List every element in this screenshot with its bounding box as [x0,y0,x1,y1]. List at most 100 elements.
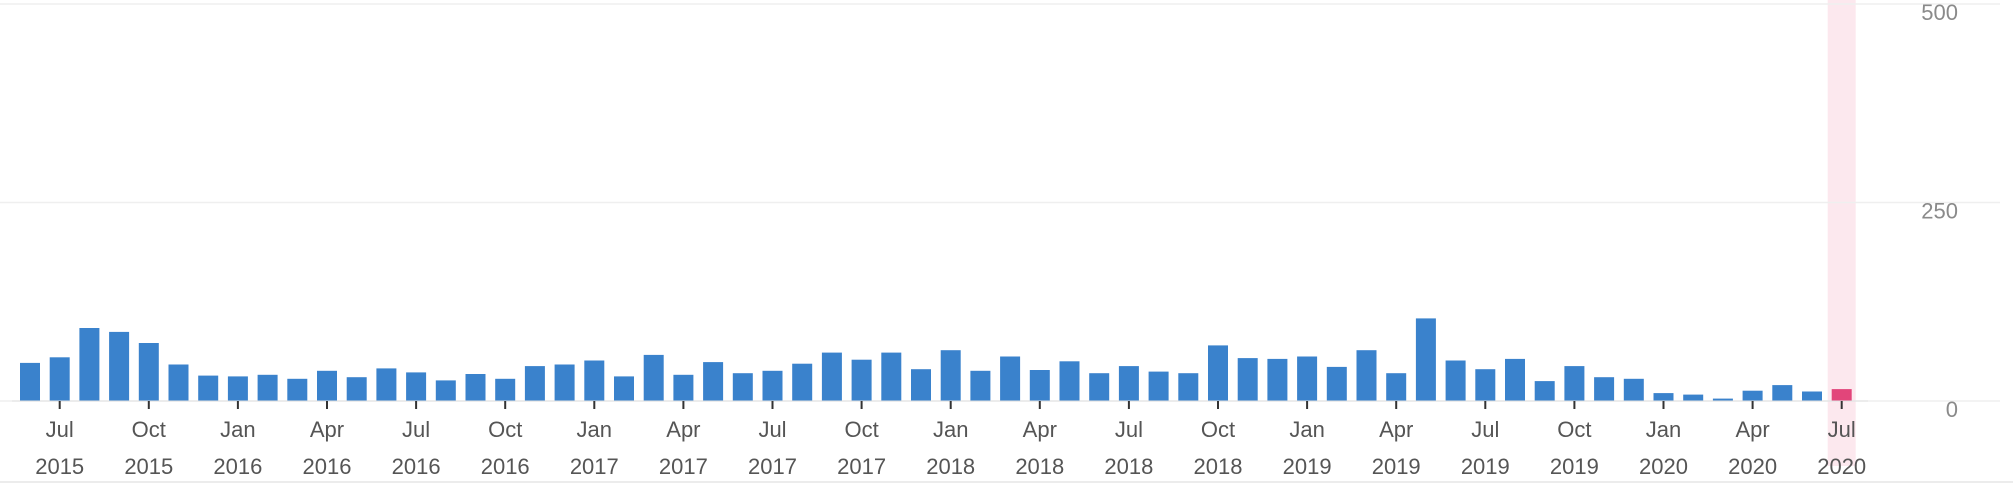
bar[interactable] [20,362,40,401]
bar[interactable] [109,331,130,401]
bar[interactable] [1594,377,1615,401]
x-tick-year-label: 2019 [1550,454,1599,479]
bars [20,318,1852,401]
x-tick-month-label: Oct [1201,417,1235,442]
x-axis: Jul 2015 Oct 2015 Jan 2016 Apr 2016 Jul 2016 Oct 20… [0,400,2013,483]
bar[interactable] [1623,378,1644,401]
bar[interactable] [376,368,397,401]
x-tick-year-label: 2016 [303,454,352,479]
bar[interactable] [1564,366,1585,401]
bar[interactable] [1148,371,1169,401]
x-tick-month-label: Jan [220,417,255,442]
bar[interactable] [1534,381,1555,401]
bar[interactable] [940,350,961,401]
y-tick-label: 500 [1921,0,1958,25]
bar[interactable] [346,377,367,401]
bar[interactable] [792,363,813,401]
x-tick-year-label: 2017 [570,454,619,479]
bar[interactable] [554,364,575,402]
bar[interactable] [1712,398,1733,401]
bar[interactable] [1802,391,1822,402]
bar[interactable] [1326,366,1347,401]
x-tick-year-label: 2017 [659,454,708,479]
x-tick-year-label: 2018 [1104,454,1153,479]
bar[interactable] [1089,373,1110,401]
bar[interactable] [1772,385,1793,401]
bar[interactable] [970,370,991,401]
x-tick-year-label: 2016 [392,454,441,479]
bar[interactable] [1505,358,1525,401]
bar[interactable] [1297,356,1318,402]
x-tick-year-label: 2017 [748,454,797,479]
bar[interactable] [703,362,724,401]
bar[interactable] [1683,394,1704,401]
x-tick-year-label: 2015 [35,454,84,479]
x-tick-year-label: 2019 [1283,454,1332,479]
x-tick-year-label: 2015 [124,454,173,479]
bar[interactable] [643,354,664,401]
x-tick-year-label: 2018 [926,454,975,479]
bar[interactable] [1742,390,1763,401]
bar[interactable] [1415,318,1436,401]
bar[interactable] [1118,366,1139,401]
bar[interactable] [406,372,427,401]
y-tick-label: 250 [1921,199,1958,224]
x-tick-year-label: 2020 [1639,454,1688,479]
bar[interactable] [287,378,308,401]
bar[interactable] [1356,350,1377,401]
bar[interactable] [1237,358,1258,401]
bar[interactable] [227,376,248,401]
bar[interactable] [1208,345,1228,401]
bar[interactable] [762,370,783,401]
bar[interactable] [673,374,694,401]
bar[interactable] [881,352,902,401]
x-tick-year-label: 2020 [1728,454,1777,479]
bar[interactable] [1178,373,1199,401]
x-tick-month-label: Oct [488,417,522,442]
bar[interactable] [1653,393,1674,401]
x-tick-month-label: Jan [577,417,612,442]
bar[interactable] [435,380,456,401]
x-tick-month-label: Jan [933,417,968,442]
x-tick-month-label: Jul [1828,417,1856,442]
x-tick-year-label: 2016 [481,454,530,479]
bar[interactable] [1267,358,1288,401]
x-tick-month-label: Jul [1471,417,1499,442]
x-tick-month-label: Apr [666,417,700,442]
x-tick-year-label: 2018 [1194,454,1243,479]
bar[interactable] [1029,370,1050,401]
bar[interactable] [495,378,516,401]
bar[interactable] [524,366,545,401]
bar[interactable] [138,343,159,401]
bar[interactable] [198,375,219,401]
x-tick-month-label: Jan [1289,417,1324,442]
bar[interactable] [1386,373,1407,401]
x-tick-month-label: Jan [1646,417,1681,442]
bar[interactable] [257,374,278,401]
x-tick-month-label: Apr [310,417,344,442]
x-tick-year-label: 2018 [1015,454,1064,479]
x-tick-month-label: Jul [402,417,430,442]
bar[interactable] [614,376,634,401]
x-tick-month-label: Oct [132,417,166,442]
bar[interactable] [1059,361,1080,401]
bar[interactable] [317,370,337,401]
x-tick-month-label: Jul [758,417,786,442]
y-axis: 500 250 0 [1921,0,1958,422]
bar[interactable] [79,328,100,401]
bar[interactable] [1445,360,1466,402]
bar[interactable] [1475,369,1496,401]
bar[interactable] [584,360,605,402]
highlight-band[interactable] [1827,0,1856,466]
highlighted-bar[interactable] [1831,389,1852,401]
x-tick-year-label: 2017 [837,454,886,479]
bar[interactable] [1000,356,1021,402]
bar[interactable] [821,352,842,401]
bar[interactable] [168,364,189,402]
bar[interactable] [911,369,931,401]
bar[interactable] [732,373,753,401]
bar[interactable] [465,374,486,401]
bar[interactable] [851,359,872,401]
bar[interactable] [49,357,70,401]
